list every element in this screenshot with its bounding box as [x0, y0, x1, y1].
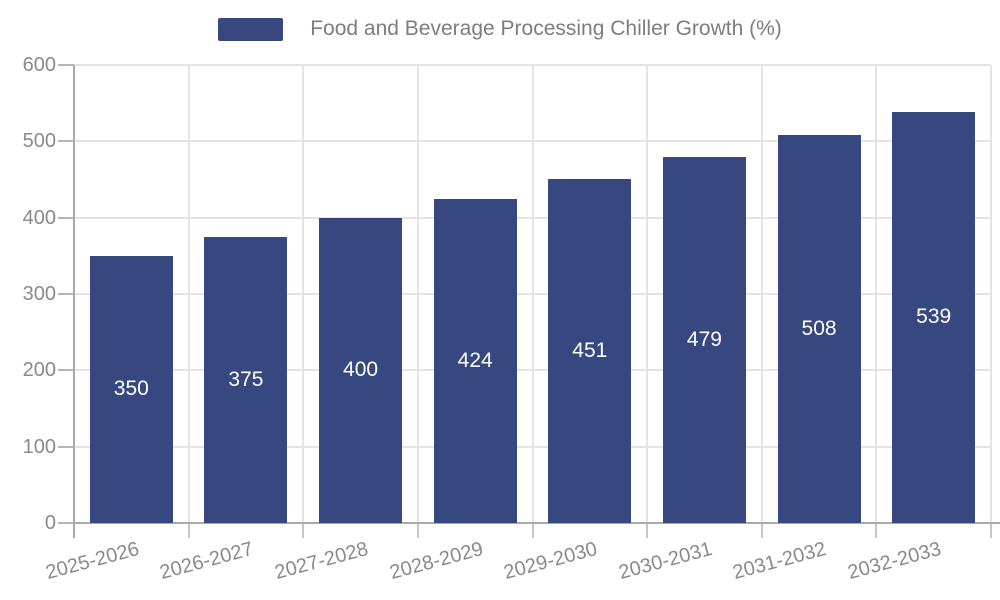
- gridline-v: [302, 65, 305, 523]
- y-tick-mark: [58, 293, 74, 295]
- x-category-label: 2026-2027: [157, 537, 256, 584]
- y-tick-label: 600: [22, 54, 56, 76]
- gridline-v: [990, 65, 992, 523]
- y-tick-mark: [58, 64, 74, 66]
- y-tick-label: 500: [22, 130, 56, 153]
- y-tick-label: 0: [44, 512, 56, 534]
- bar: [319, 217, 403, 523]
- gridline-v: [187, 65, 190, 523]
- y-tick-mark: [58, 445, 74, 448]
- y-tick-label: 300: [22, 283, 56, 305]
- bar: [548, 178, 632, 523]
- x-tick-mark: [875, 523, 878, 538]
- x-category-label: 2025-2026: [43, 537, 142, 584]
- bar: [204, 236, 288, 523]
- y-tick-mark: [58, 216, 74, 219]
- bar-value-label: 508: [801, 317, 837, 341]
- y-tick-label: 200: [22, 359, 56, 382]
- bar-value-label: 451: [572, 338, 608, 362]
- bar: [777, 135, 861, 523]
- legend-swatch: [218, 17, 284, 41]
- bar: [89, 255, 173, 523]
- x-category-label: 2029-2030: [501, 537, 600, 584]
- x-tick-mark: [531, 523, 534, 538]
- y-tick-mark: [58, 522, 74, 524]
- x-category-label: 2027-2028: [272, 537, 371, 584]
- chart-legend[interactable]: Food and Beverage Processing Chiller Gro…: [0, 17, 1000, 41]
- bar-value-label: 479: [686, 328, 722, 352]
- y-tick-label: 400: [22, 206, 56, 229]
- x-category-label: 2032-2033: [845, 537, 944, 584]
- gridline-v: [646, 65, 649, 523]
- x-category-label: 2031-2032: [730, 537, 830, 584]
- y-tick-mark: [58, 140, 74, 143]
- y-tick-label: 100: [22, 435, 56, 458]
- x-tick-mark: [990, 523, 992, 538]
- bar: [662, 157, 746, 523]
- gridline-v: [760, 65, 763, 523]
- legend-label: Food and Beverage Processing Chiller Gro…: [310, 17, 782, 40]
- bar-value-label: 375: [228, 367, 264, 391]
- x-category-label: 2028-2029: [387, 537, 486, 584]
- x-tick-mark: [302, 523, 305, 538]
- x-tick-mark: [646, 523, 649, 538]
- y-axis-line: [73, 65, 75, 538]
- gridline-v: [531, 65, 534, 523]
- x-tick-mark: [760, 523, 763, 538]
- bar-value-label: 424: [457, 349, 493, 373]
- bar-value-label: 400: [343, 358, 379, 382]
- x-tick-mark: [187, 523, 190, 538]
- y-tick-mark: [58, 369, 74, 372]
- gridline-v: [416, 65, 419, 523]
- bar-value-label: 350: [113, 377, 149, 401]
- bar: [433, 199, 517, 523]
- bar-value-label: 539: [916, 305, 952, 329]
- x-axis-line: [74, 522, 1000, 524]
- x-category-label: 2030-2031: [616, 537, 715, 584]
- gridline-v: [875, 65, 878, 523]
- bar: [892, 111, 976, 523]
- x-tick-mark: [416, 523, 419, 538]
